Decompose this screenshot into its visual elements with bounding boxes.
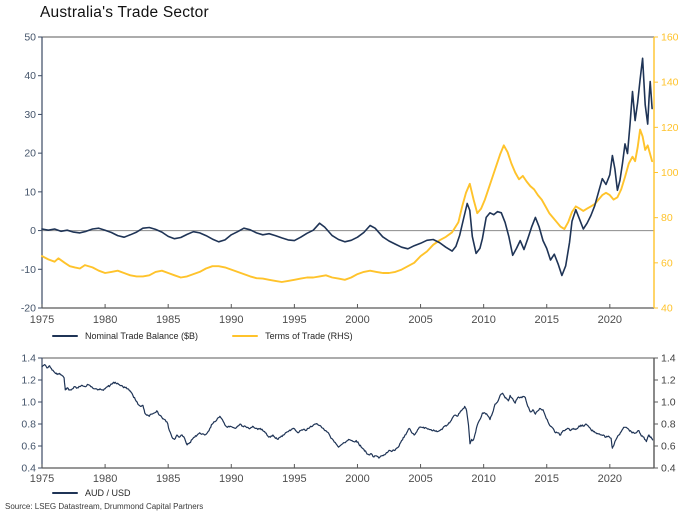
svg-text:120: 120 (661, 122, 679, 134)
svg-text:1995: 1995 (282, 473, 306, 485)
svg-text:-10: -10 (21, 264, 36, 276)
svg-text:140: 140 (661, 77, 679, 89)
svg-text:20: 20 (24, 148, 36, 160)
svg-text:2005: 2005 (408, 314, 432, 326)
legend-item-terms-of-trade: Terms of Trade (RHS) (232, 331, 353, 341)
x-axis-ticks: 1975 1980 1985 1990 1995 2000 2005 2010 2015 2020 (30, 304, 622, 326)
svg-text:1980: 1980 (93, 314, 117, 326)
legend-label-aud-usd: AUD / USD (85, 488, 131, 498)
right-axis-ticks: 40 60 80 100 120 140 160 (654, 32, 679, 315)
x-axis-ticks: 1975 1980 1985 1990 1995 2000 2005 2010 2015 2020 (30, 464, 622, 485)
svg-text:1.4: 1.4 (661, 353, 676, 365)
svg-text:0.6: 0.6 (661, 441, 676, 453)
svg-text:2010: 2010 (471, 473, 495, 485)
svg-text:160: 160 (661, 32, 679, 44)
source-attribution: Source: LSEG Datastream, Drummond Capita… (5, 502, 204, 511)
svg-text:0.4: 0.4 (661, 463, 676, 475)
svg-text:-20: -20 (21, 303, 36, 315)
svg-text:1.4: 1.4 (21, 353, 36, 365)
legend-item-nominal-trade-balance: Nominal Trade Balance ($B) (52, 331, 198, 341)
svg-text:0.4: 0.4 (21, 463, 36, 475)
legend-label-terms-of-trade: Terms of Trade (RHS) (265, 331, 353, 341)
svg-text:1990: 1990 (219, 473, 243, 485)
svg-text:40: 40 (661, 303, 673, 315)
left-axis-ticks: -20 -10 0 10 20 30 40 50 (21, 32, 42, 315)
svg-text:0.8: 0.8 (661, 419, 676, 431)
svg-text:50: 50 (24, 32, 36, 44)
svg-text:1990: 1990 (219, 314, 243, 326)
legend-item-aud-usd: AUD / USD (52, 488, 131, 498)
svg-text:1985: 1985 (156, 473, 180, 485)
svg-text:10: 10 (24, 186, 36, 198)
series-line-nominal-trade-balance-b (41, 57, 653, 277)
svg-text:40: 40 (24, 70, 36, 82)
series-line-aud-usd (41, 364, 654, 459)
series-line-terms-of-trade-rhs (41, 128, 654, 283)
svg-text:100: 100 (661, 167, 679, 179)
gold-line-swatch-icon (232, 334, 259, 338)
navy-line-swatch-icon (52, 334, 78, 338)
svg-text:1995: 1995 (282, 314, 306, 326)
left-axis-ticks: 0.4 0.6 0.8 1.0 1.2 1.4 (21, 353, 42, 475)
svg-text:60: 60 (661, 257, 673, 269)
bottom-chart-aud-usd: 0.4 0.6 0.8 1.0 1.2 1.4 0.4 0.6 0.8 1.0 1.2 1.4 1975… (21, 353, 676, 486)
svg-text:2020: 2020 (598, 473, 622, 485)
svg-text:1980: 1980 (93, 473, 117, 485)
page-title: Australia's Trade Sector (40, 4, 209, 21)
navy-line-swatch-icon (52, 491, 78, 495)
svg-text:2005: 2005 (408, 473, 432, 485)
svg-text:1.2: 1.2 (21, 375, 36, 387)
svg-text:0.8: 0.8 (21, 419, 36, 431)
legend-label-nominal-trade-balance: Nominal Trade Balance ($B) (85, 331, 199, 341)
svg-text:2015: 2015 (535, 473, 559, 485)
svg-text:1975: 1975 (30, 314, 54, 326)
svg-text:2010: 2010 (471, 314, 495, 326)
svg-text:1975: 1975 (30, 473, 54, 485)
svg-text:80: 80 (661, 212, 673, 224)
svg-text:1.2: 1.2 (661, 375, 676, 387)
svg-text:2000: 2000 (345, 314, 369, 326)
right-axis-ticks: 0.4 0.6 0.8 1.0 1.2 1.4 (654, 353, 676, 475)
svg-text:1.0: 1.0 (661, 397, 676, 409)
bottom-chart-legend: AUD / USD (52, 488, 131, 498)
svg-text:0.6: 0.6 (21, 441, 36, 453)
svg-text:2000: 2000 (345, 473, 369, 485)
svg-text:2015: 2015 (535, 314, 559, 326)
top-chart-legend: Nominal Trade Balance ($B) Terms of Trad… (52, 331, 353, 341)
svg-text:1.0: 1.0 (21, 397, 36, 409)
svg-text:0: 0 (30, 225, 36, 237)
svg-text:30: 30 (24, 109, 36, 121)
svg-text:2020: 2020 (598, 314, 622, 326)
svg-text:1985: 1985 (156, 314, 180, 326)
